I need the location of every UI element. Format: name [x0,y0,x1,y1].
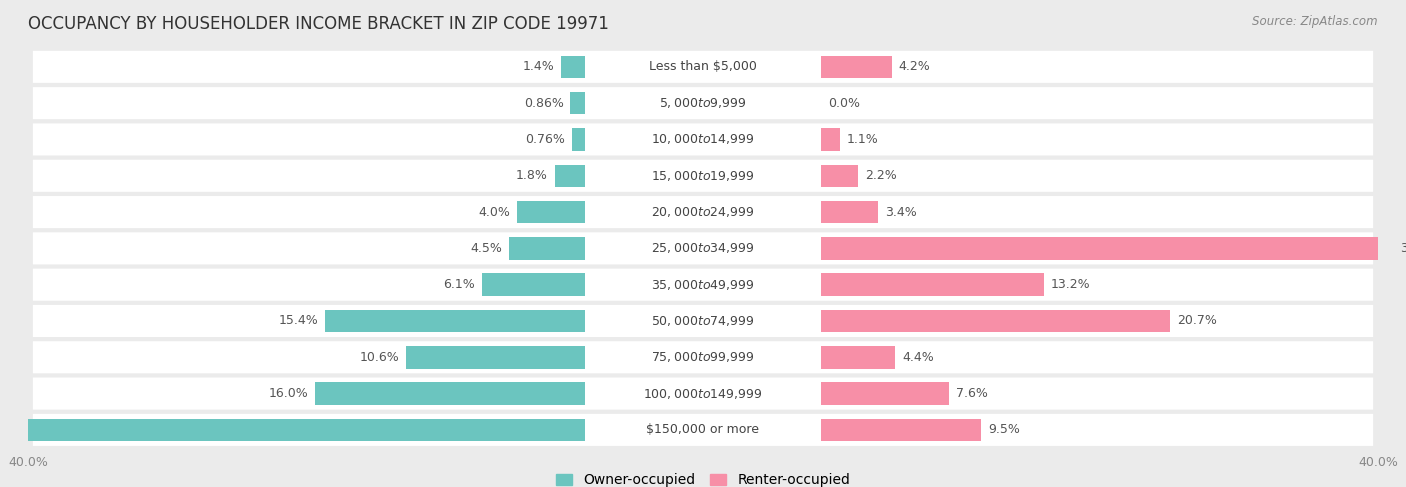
FancyBboxPatch shape [31,412,1375,448]
Text: 10.6%: 10.6% [360,351,399,364]
Bar [821,165,858,187]
Text: $35,000 to $49,999: $35,000 to $49,999 [651,278,755,292]
Text: 13.2%: 13.2% [1050,278,1090,291]
Text: $150,000 or more: $150,000 or more [647,423,759,436]
Text: 2.2%: 2.2% [865,169,897,182]
Text: $25,000 to $34,999: $25,000 to $34,999 [651,242,755,255]
Text: $10,000 to $14,999: $10,000 to $14,999 [651,132,755,147]
Bar [821,201,879,224]
Text: 15.4%: 15.4% [278,315,318,327]
Bar [325,310,585,332]
FancyBboxPatch shape [31,231,1375,266]
FancyBboxPatch shape [31,195,1375,229]
Legend: Owner-occupied, Renter-occupied: Owner-occupied, Renter-occupied [550,468,856,487]
Text: 4.2%: 4.2% [898,60,931,74]
FancyBboxPatch shape [31,49,1375,84]
Text: 4.5%: 4.5% [471,242,502,255]
Text: 3.4%: 3.4% [886,206,917,219]
Text: 1.1%: 1.1% [846,133,879,146]
Bar [821,310,1170,332]
Text: $50,000 to $74,999: $50,000 to $74,999 [651,314,755,328]
Text: 4.0%: 4.0% [479,206,510,219]
Bar [821,382,949,405]
Text: $15,000 to $19,999: $15,000 to $19,999 [651,169,755,183]
Text: $20,000 to $24,999: $20,000 to $24,999 [651,205,755,219]
Text: 1.4%: 1.4% [523,60,554,74]
FancyBboxPatch shape [31,303,1375,338]
Bar [821,346,896,369]
FancyBboxPatch shape [31,158,1375,193]
Bar [821,237,1393,260]
Text: 4.4%: 4.4% [903,351,934,364]
Bar [509,237,585,260]
Text: 16.0%: 16.0% [269,387,308,400]
Bar [406,346,585,369]
FancyBboxPatch shape [31,122,1375,157]
Bar [572,128,585,150]
Text: 6.1%: 6.1% [443,278,475,291]
Text: 0.0%: 0.0% [828,96,860,110]
Bar [821,56,891,78]
Bar [0,419,585,441]
FancyBboxPatch shape [31,376,1375,411]
FancyBboxPatch shape [31,267,1375,302]
Text: 0.86%: 0.86% [524,96,564,110]
Bar [517,201,585,224]
Bar [821,128,839,150]
Bar [821,419,981,441]
Text: 33.9%: 33.9% [1400,242,1406,255]
Text: 0.76%: 0.76% [526,133,565,146]
FancyBboxPatch shape [31,340,1375,375]
Bar [482,273,585,296]
Text: Less than $5,000: Less than $5,000 [650,60,756,74]
Bar [315,382,585,405]
Text: 7.6%: 7.6% [956,387,988,400]
Bar [554,165,585,187]
FancyBboxPatch shape [31,86,1375,121]
Text: $100,000 to $149,999: $100,000 to $149,999 [644,387,762,401]
Text: 1.8%: 1.8% [516,169,548,182]
Text: OCCUPANCY BY HOUSEHOLDER INCOME BRACKET IN ZIP CODE 19971: OCCUPANCY BY HOUSEHOLDER INCOME BRACKET … [28,15,609,33]
Text: 9.5%: 9.5% [988,423,1019,436]
Bar [561,56,585,78]
Bar [821,273,1043,296]
Text: $5,000 to $9,999: $5,000 to $9,999 [659,96,747,110]
Bar [571,92,585,114]
Text: $75,000 to $99,999: $75,000 to $99,999 [651,350,755,364]
Text: 20.7%: 20.7% [1177,315,1218,327]
Text: Source: ZipAtlas.com: Source: ZipAtlas.com [1253,15,1378,28]
